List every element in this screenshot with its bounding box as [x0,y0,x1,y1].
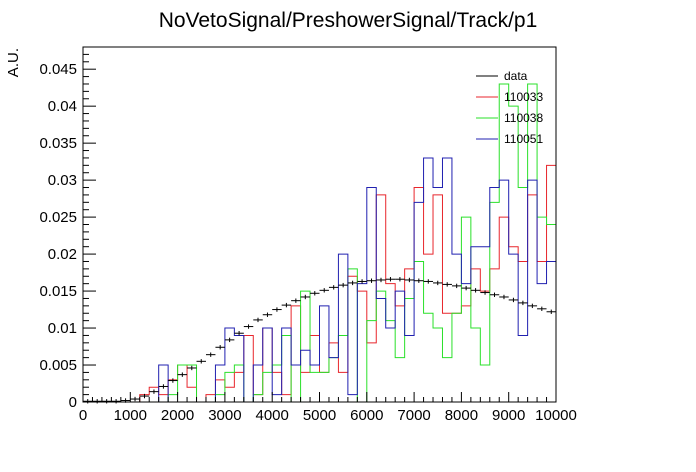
data-point [385,277,396,282]
data-point [537,306,547,312]
data-point [508,297,519,303]
y-tick-label: 0.02 [48,246,77,263]
data-point [451,283,462,289]
y-tick-label: 0.025 [39,209,77,226]
legend-entry-data: data [476,69,528,83]
data-point [205,352,216,357]
x-tick-label: 0 [79,407,87,424]
data-point [527,303,538,309]
y-tick-label: 0.03 [48,172,77,189]
data-point [470,288,481,293]
data-point [499,294,509,300]
series-110033 [83,164,556,403]
data-point [300,294,311,300]
x-tick-label: 3000 [208,407,241,424]
data-point [338,282,348,288]
legend-label: data [504,69,528,83]
data-point [168,378,178,383]
data-point [310,291,320,296]
legend-label: 110051 [504,132,543,146]
data-point [395,277,405,282]
data-point [243,324,254,329]
data-point [423,279,434,284]
legend-label: 110038 [504,111,543,125]
data-point [433,280,443,286]
data-point [149,389,159,394]
x-tick-label: 1000 [114,407,147,424]
x-tick-label: 7000 [397,407,430,424]
x-tick-label: 2000 [161,407,194,424]
data-point [281,302,292,308]
data-point [83,399,93,404]
data-point [92,399,102,404]
data-point [177,372,188,377]
data-point [518,300,528,306]
x-tick-label: 4000 [256,407,289,424]
y-tick-label: 0.04 [48,98,77,115]
data-point [187,365,197,371]
data-point [130,396,140,402]
data-point [262,312,273,317]
data-point [489,292,500,297]
x-tick-label: 9000 [492,407,525,424]
legend-entry-110033: 110033 [476,90,543,104]
chart-title: NoVetoSignal/PreshowerSignal/Track/p1 [159,9,538,32]
legend-entry-110038: 110038 [476,111,543,125]
data-point [234,331,244,336]
data-point [158,384,169,389]
series-data [83,277,556,404]
data-point [357,279,367,284]
data-point [196,359,206,364]
data-point [480,290,490,295]
data-point [376,277,386,283]
data-point [366,278,377,283]
y-tick-label: 0.045 [39,61,77,78]
axes-layer: 0 1000 2000 3000 4000 5000 6000 7000 8000 9000 100… [39,46,577,424]
x-tick-label: 10000 [535,407,577,424]
data-point [101,399,112,404]
data-point [215,345,225,350]
data-point [111,399,121,404]
data-point [319,288,329,293]
data-point [404,277,415,283]
y-tick-label: 0.01 [48,320,77,337]
data-point [442,282,452,287]
series-line-110033 [83,164,556,403]
data-point [291,298,301,303]
y-tick-label: 0 [69,394,77,411]
series-layer [83,83,556,404]
data-point [272,307,282,312]
x-tick-label: 5000 [303,407,336,424]
legend-entry-110051: 110051 [476,132,543,146]
data-point [139,393,150,399]
y-axis-title: A.U. [5,48,22,77]
x-tick-label: 6000 [350,407,383,424]
y-tick-label: 0.005 [39,357,77,374]
y-tick-label: 0.015 [39,283,77,300]
data-point [253,317,263,323]
data-point [546,309,556,314]
legend: data 110033 110038 110051 [476,69,543,146]
x-tick-label: 8000 [445,407,478,424]
data-point [347,280,358,286]
legend-label: 110033 [504,90,543,104]
data-point [461,285,471,291]
y-tick-label: 0.035 [39,135,77,152]
data-point [224,337,235,343]
data-point [414,278,424,283]
data-point [328,285,339,290]
